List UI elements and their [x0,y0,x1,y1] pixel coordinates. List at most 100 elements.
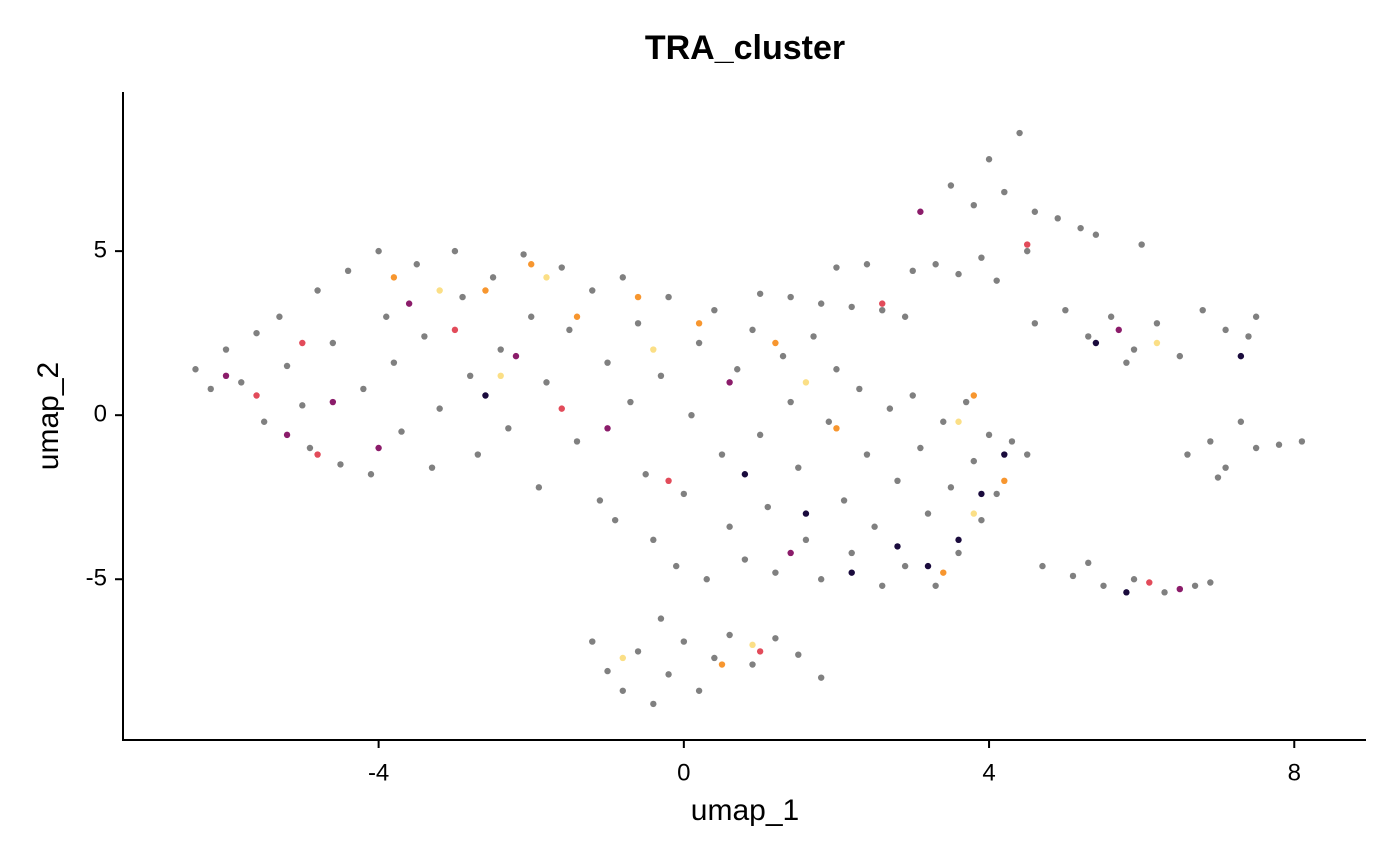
point [909,392,916,399]
point [779,352,787,360]
point [695,320,703,327]
point [1031,320,1039,327]
point [505,425,512,432]
point [276,313,283,320]
point [398,428,405,435]
x-tick-label: 4 [982,759,995,786]
point [482,287,489,294]
point [817,300,825,307]
point [1085,333,1092,340]
point [703,576,710,583]
point [1001,451,1008,458]
x-tick-label: 8 [1288,759,1301,786]
point [619,687,626,694]
point [238,379,245,386]
point [802,510,810,517]
point [619,274,626,281]
point [978,516,985,524]
point [535,484,543,491]
point [863,261,871,268]
point [756,290,764,297]
point [1062,306,1069,314]
point [497,372,504,380]
point [1001,477,1008,484]
point [741,471,749,478]
point [932,582,939,589]
point [528,313,535,320]
point [1275,441,1283,448]
point [1024,247,1031,255]
point [650,536,657,544]
x-tick-label: 0 [677,759,690,786]
point [901,562,909,570]
point [680,638,688,645]
point [1054,215,1061,222]
point [367,471,375,478]
point [787,398,794,406]
point [657,372,665,380]
x-tick-label: -4 [368,759,389,786]
point [840,497,848,504]
point [970,457,977,465]
point [405,300,413,307]
point [383,313,390,320]
point [596,497,604,504]
point [1016,129,1023,137]
point [1100,582,1107,589]
point [665,477,672,484]
point [459,293,466,301]
point [474,451,482,458]
point [833,425,840,432]
point [970,392,977,399]
point [1153,339,1161,347]
point [634,320,642,327]
point [314,287,321,294]
point [1207,579,1214,586]
point [673,562,680,570]
point [726,523,733,530]
point [749,641,756,649]
point [390,274,398,281]
point [1115,326,1122,334]
point [1153,320,1161,327]
point [833,264,840,271]
point [421,333,428,340]
point [1008,438,1016,445]
point [650,346,657,353]
point [520,251,527,258]
point [940,418,947,425]
point [718,661,726,668]
y-tick-label: -5 [86,565,107,592]
point [764,503,771,511]
point [1107,313,1115,320]
point [665,293,672,301]
point [886,405,894,412]
point [1024,241,1031,248]
point [894,477,901,484]
point [871,523,878,530]
point [917,208,924,215]
point [970,510,977,517]
point [1031,208,1039,215]
point [558,264,565,271]
point [1077,224,1084,232]
point [894,543,901,550]
point [283,362,291,370]
point [985,156,993,163]
point [1123,589,1130,596]
point [489,274,497,281]
point [879,582,886,589]
point [1191,582,1199,589]
point [787,293,794,301]
point [1123,359,1130,366]
point [901,313,909,320]
point [1176,585,1184,593]
point [543,274,550,281]
point [695,687,703,694]
point [848,303,855,311]
point [1222,464,1229,471]
point [573,313,581,320]
point [390,359,398,366]
point [375,247,382,255]
